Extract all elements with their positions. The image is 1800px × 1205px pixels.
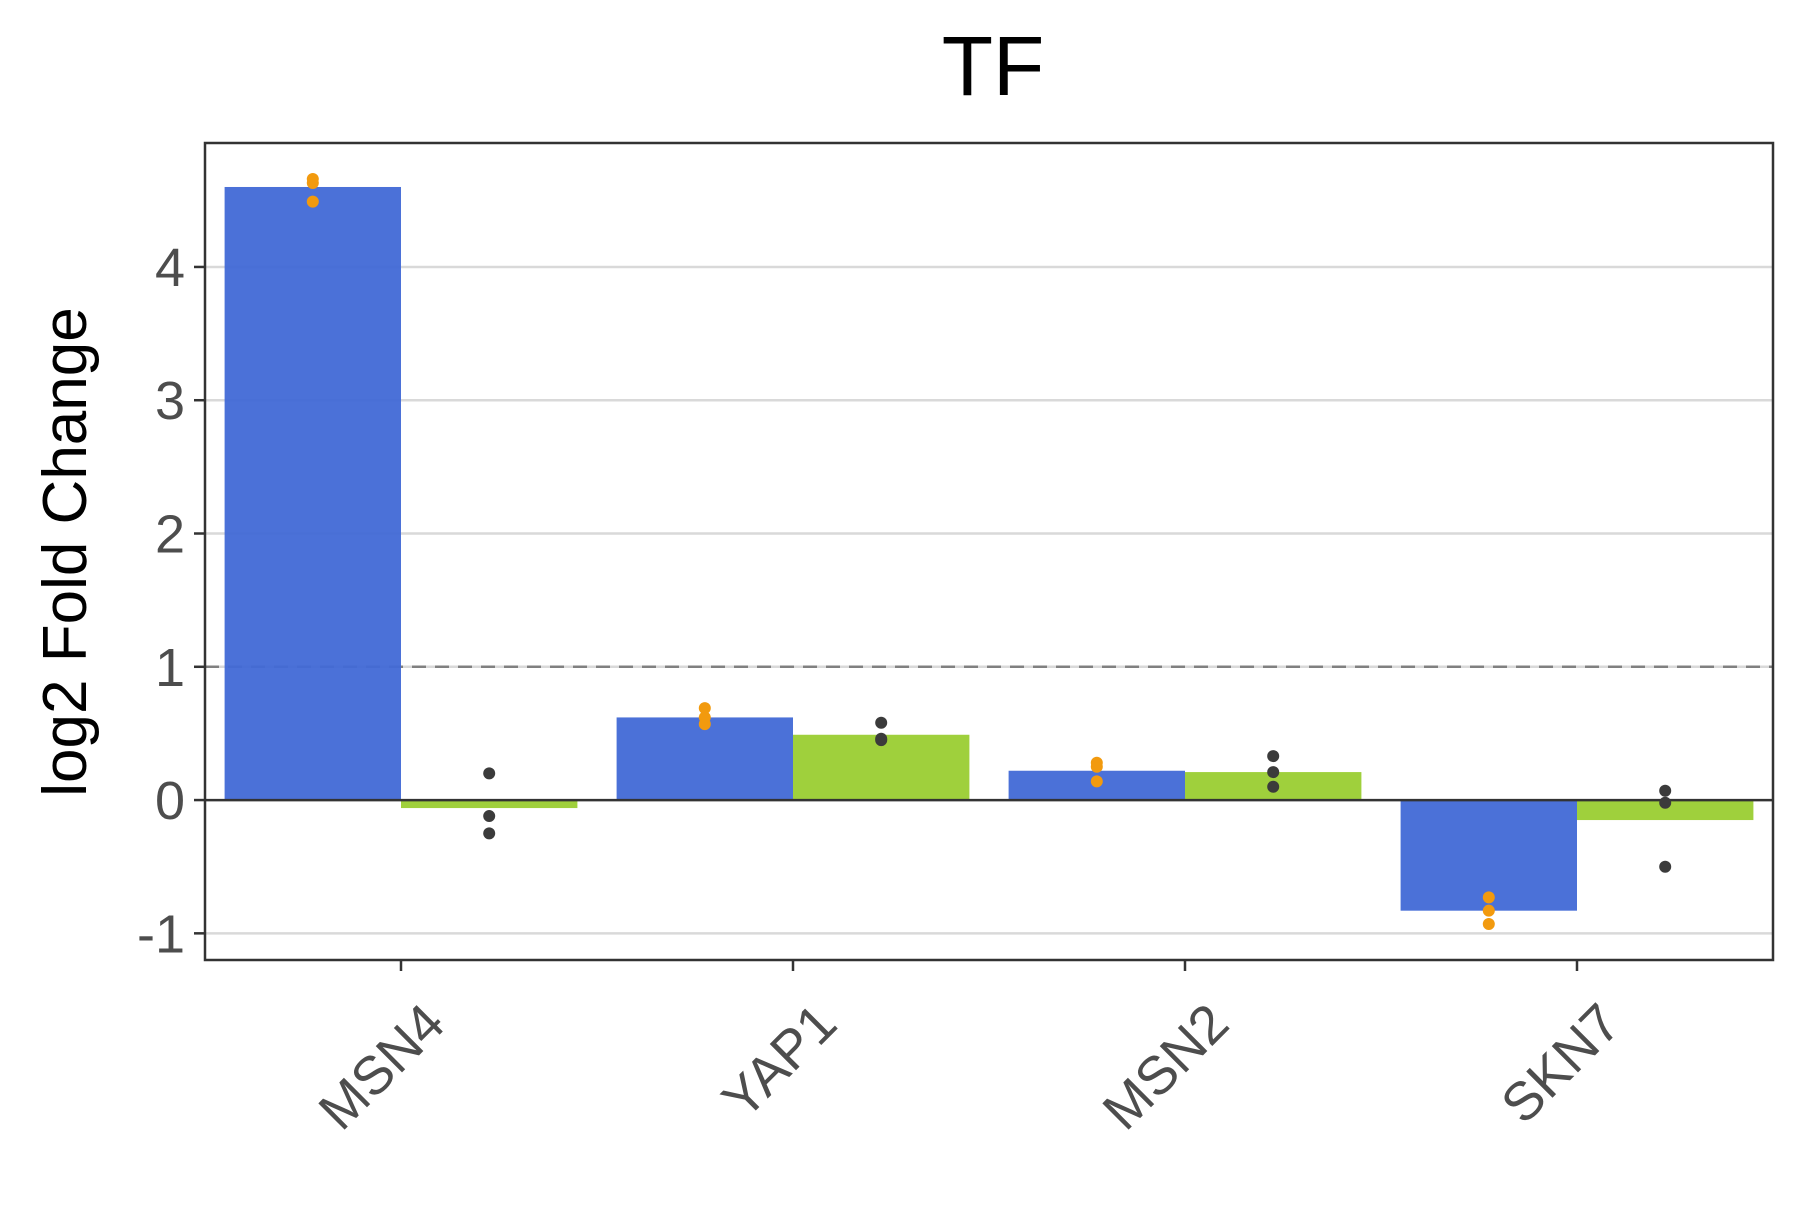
data-point [875,732,888,745]
data-point [1090,756,1103,769]
x-tick-label: MSN4 [308,993,457,1142]
y-tick-label: 1 [155,638,185,698]
y-axis-title: log2 Fold Change [31,307,100,796]
data-point [1267,766,1280,779]
data-point [483,827,496,840]
y-tick-label: -1 [137,904,185,964]
data-point [698,711,711,724]
y-tick-label: 2 [155,505,185,565]
data-point [483,767,496,780]
bar [224,186,401,801]
bars [224,186,1754,911]
data-point [1267,750,1280,763]
data-point [1659,860,1672,873]
bar [616,717,793,801]
y-tick-label: 3 [155,371,185,431]
x-tick-label: YAP1 [711,993,848,1130]
data-point [1659,796,1672,809]
bar [401,800,578,809]
panel-border [203,141,1775,962]
data-point [306,195,319,208]
x-tick-label: MSN2 [1092,993,1241,1142]
data-point [1267,780,1280,793]
data-point [1090,775,1103,788]
bar [1577,800,1754,821]
data-point [1482,918,1495,931]
data-point [875,716,888,729]
data-point [1482,904,1495,917]
data-point [698,702,711,715]
y-tick-label: 0 [155,771,185,831]
y-tick-label: 4 [155,238,185,298]
chart-title: TF [942,19,1045,113]
data-points [306,172,1672,931]
data-point [483,810,496,823]
data-point [306,172,319,185]
x-tick-label: SKN7 [1490,993,1632,1135]
data-point [1482,891,1495,904]
data-point [1659,784,1672,797]
